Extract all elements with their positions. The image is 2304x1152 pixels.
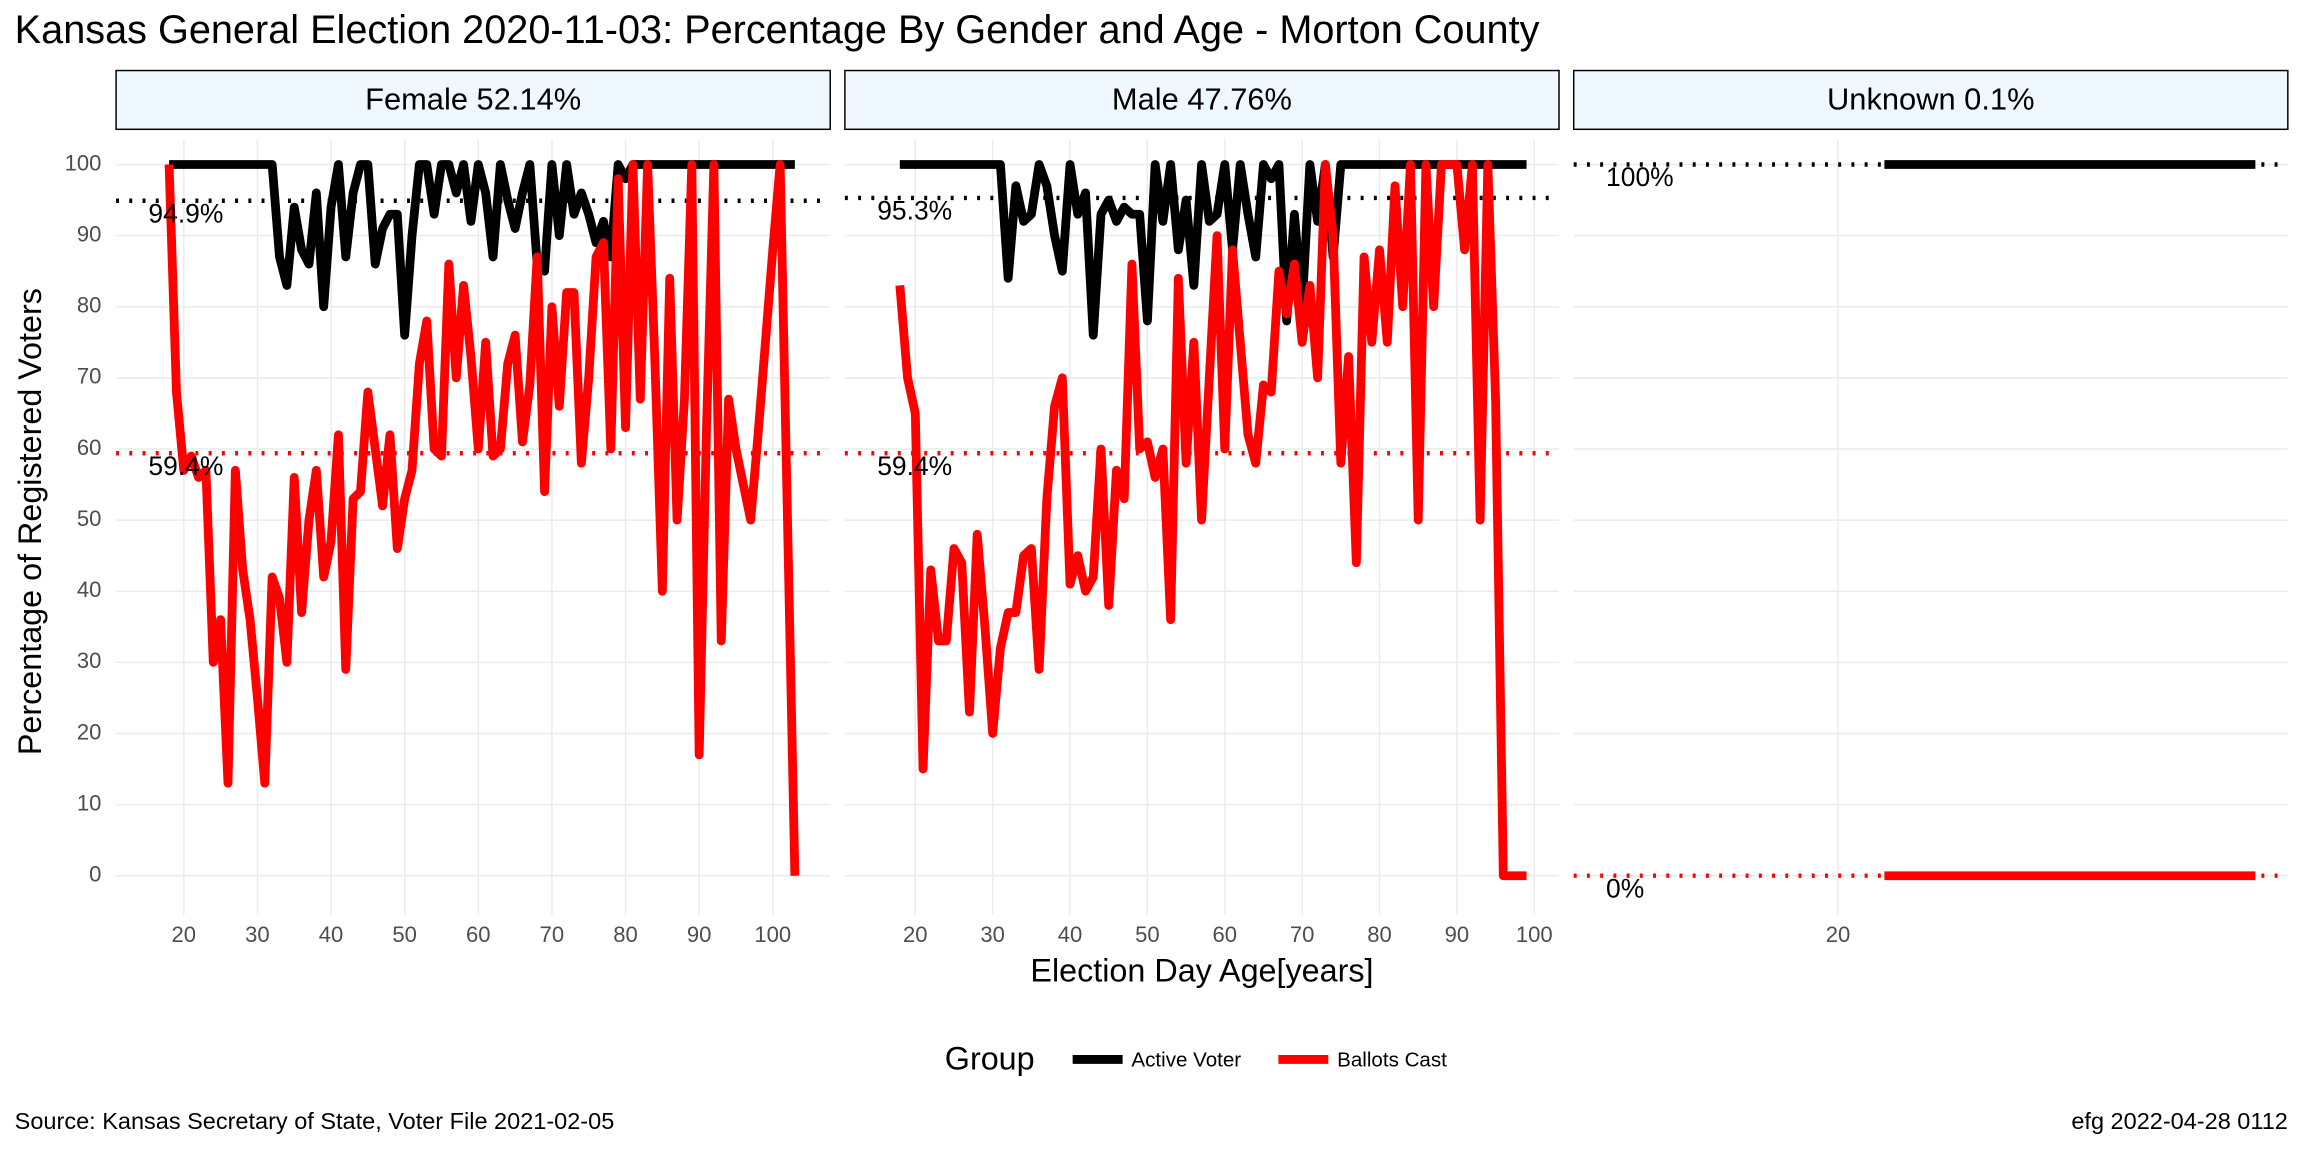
series-line bbox=[164, 160, 800, 876]
y-tick-label: 50 bbox=[77, 506, 102, 531]
facet-title: Female 52.14% bbox=[365, 82, 581, 117]
facet-strip bbox=[115, 69, 831, 131]
x-tick-label: 70 bbox=[540, 922, 565, 947]
x-tick-label: 20 bbox=[1826, 922, 1851, 947]
x-axis-label: Election Day Age[years] bbox=[1030, 952, 1373, 988]
reference-label: 100% bbox=[1606, 162, 1674, 192]
reference-label: 94.9% bbox=[148, 198, 223, 228]
y-tick-label: 80 bbox=[77, 293, 102, 318]
legend-label: Active Voter bbox=[1131, 1048, 1241, 1071]
x-tick-label: 100 bbox=[754, 922, 791, 947]
chart-title: Kansas General Election 2020-11-03: Perc… bbox=[15, 8, 1540, 52]
reference-label: 95.3% bbox=[877, 196, 952, 226]
x-tick-label: 90 bbox=[1445, 922, 1470, 947]
x-tick-label: 30 bbox=[980, 922, 1005, 947]
x-tick-label: 40 bbox=[319, 922, 344, 947]
y-tick-label: 30 bbox=[77, 648, 102, 673]
x-tick-label: 40 bbox=[1058, 922, 1083, 947]
facet-title: Male 47.76% bbox=[1112, 82, 1292, 117]
legend-title: Group bbox=[945, 1040, 1035, 1076]
y-tick-label: 70 bbox=[77, 364, 102, 389]
x-tick-label: 80 bbox=[1367, 922, 1392, 947]
reference-label: 59.4% bbox=[877, 451, 952, 481]
y-tick-label: 100 bbox=[65, 150, 102, 175]
reference-label: 59.4% bbox=[148, 451, 223, 481]
facet-strip bbox=[844, 69, 1560, 131]
y-axis-label: Percentage of Registered Voters bbox=[12, 288, 48, 755]
x-tick-label: 30 bbox=[245, 922, 270, 947]
x-tick-label: 60 bbox=[1213, 922, 1238, 947]
x-tick-label: 60 bbox=[466, 922, 491, 947]
y-tick-label: 0 bbox=[89, 862, 101, 887]
y-tick-label: 90 bbox=[77, 221, 102, 246]
series-line bbox=[169, 160, 795, 340]
facet-strip bbox=[1572, 69, 2289, 131]
series-line bbox=[895, 160, 1527, 881]
y-tick-label: 10 bbox=[77, 790, 102, 815]
x-tick-label: 20 bbox=[172, 922, 197, 947]
reference-label: 0% bbox=[1606, 873, 1644, 903]
y-tick-label: 40 bbox=[77, 577, 102, 602]
x-tick-label: 90 bbox=[687, 922, 712, 947]
x-tick-label: 50 bbox=[1135, 922, 1160, 947]
y-tick-label: 60 bbox=[77, 435, 102, 460]
x-tick-label: 20 bbox=[903, 922, 928, 947]
x-tick-label: 50 bbox=[392, 922, 417, 947]
x-tick-label: 70 bbox=[1290, 922, 1315, 947]
y-tick-label: 20 bbox=[77, 719, 102, 744]
source-note: Source: Kansas Secretary of State, Voter… bbox=[15, 1108, 615, 1134]
x-tick-label: 100 bbox=[1516, 922, 1553, 947]
legend-label: Ballots Cast bbox=[1337, 1048, 1447, 1071]
facet-title: Unknown 0.1% bbox=[1827, 82, 2034, 117]
x-tick-label: 80 bbox=[613, 922, 638, 947]
footer-note: efg 2022-04-28 0112 bbox=[2071, 1108, 2287, 1134]
